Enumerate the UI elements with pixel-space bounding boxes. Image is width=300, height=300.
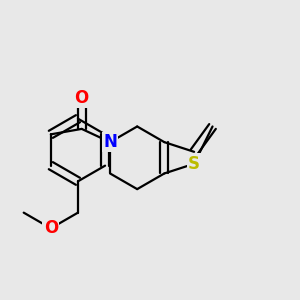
Text: O: O [75,88,89,106]
Text: O: O [44,219,58,237]
Text: N: N [103,133,117,151]
Text: S: S [188,155,200,173]
